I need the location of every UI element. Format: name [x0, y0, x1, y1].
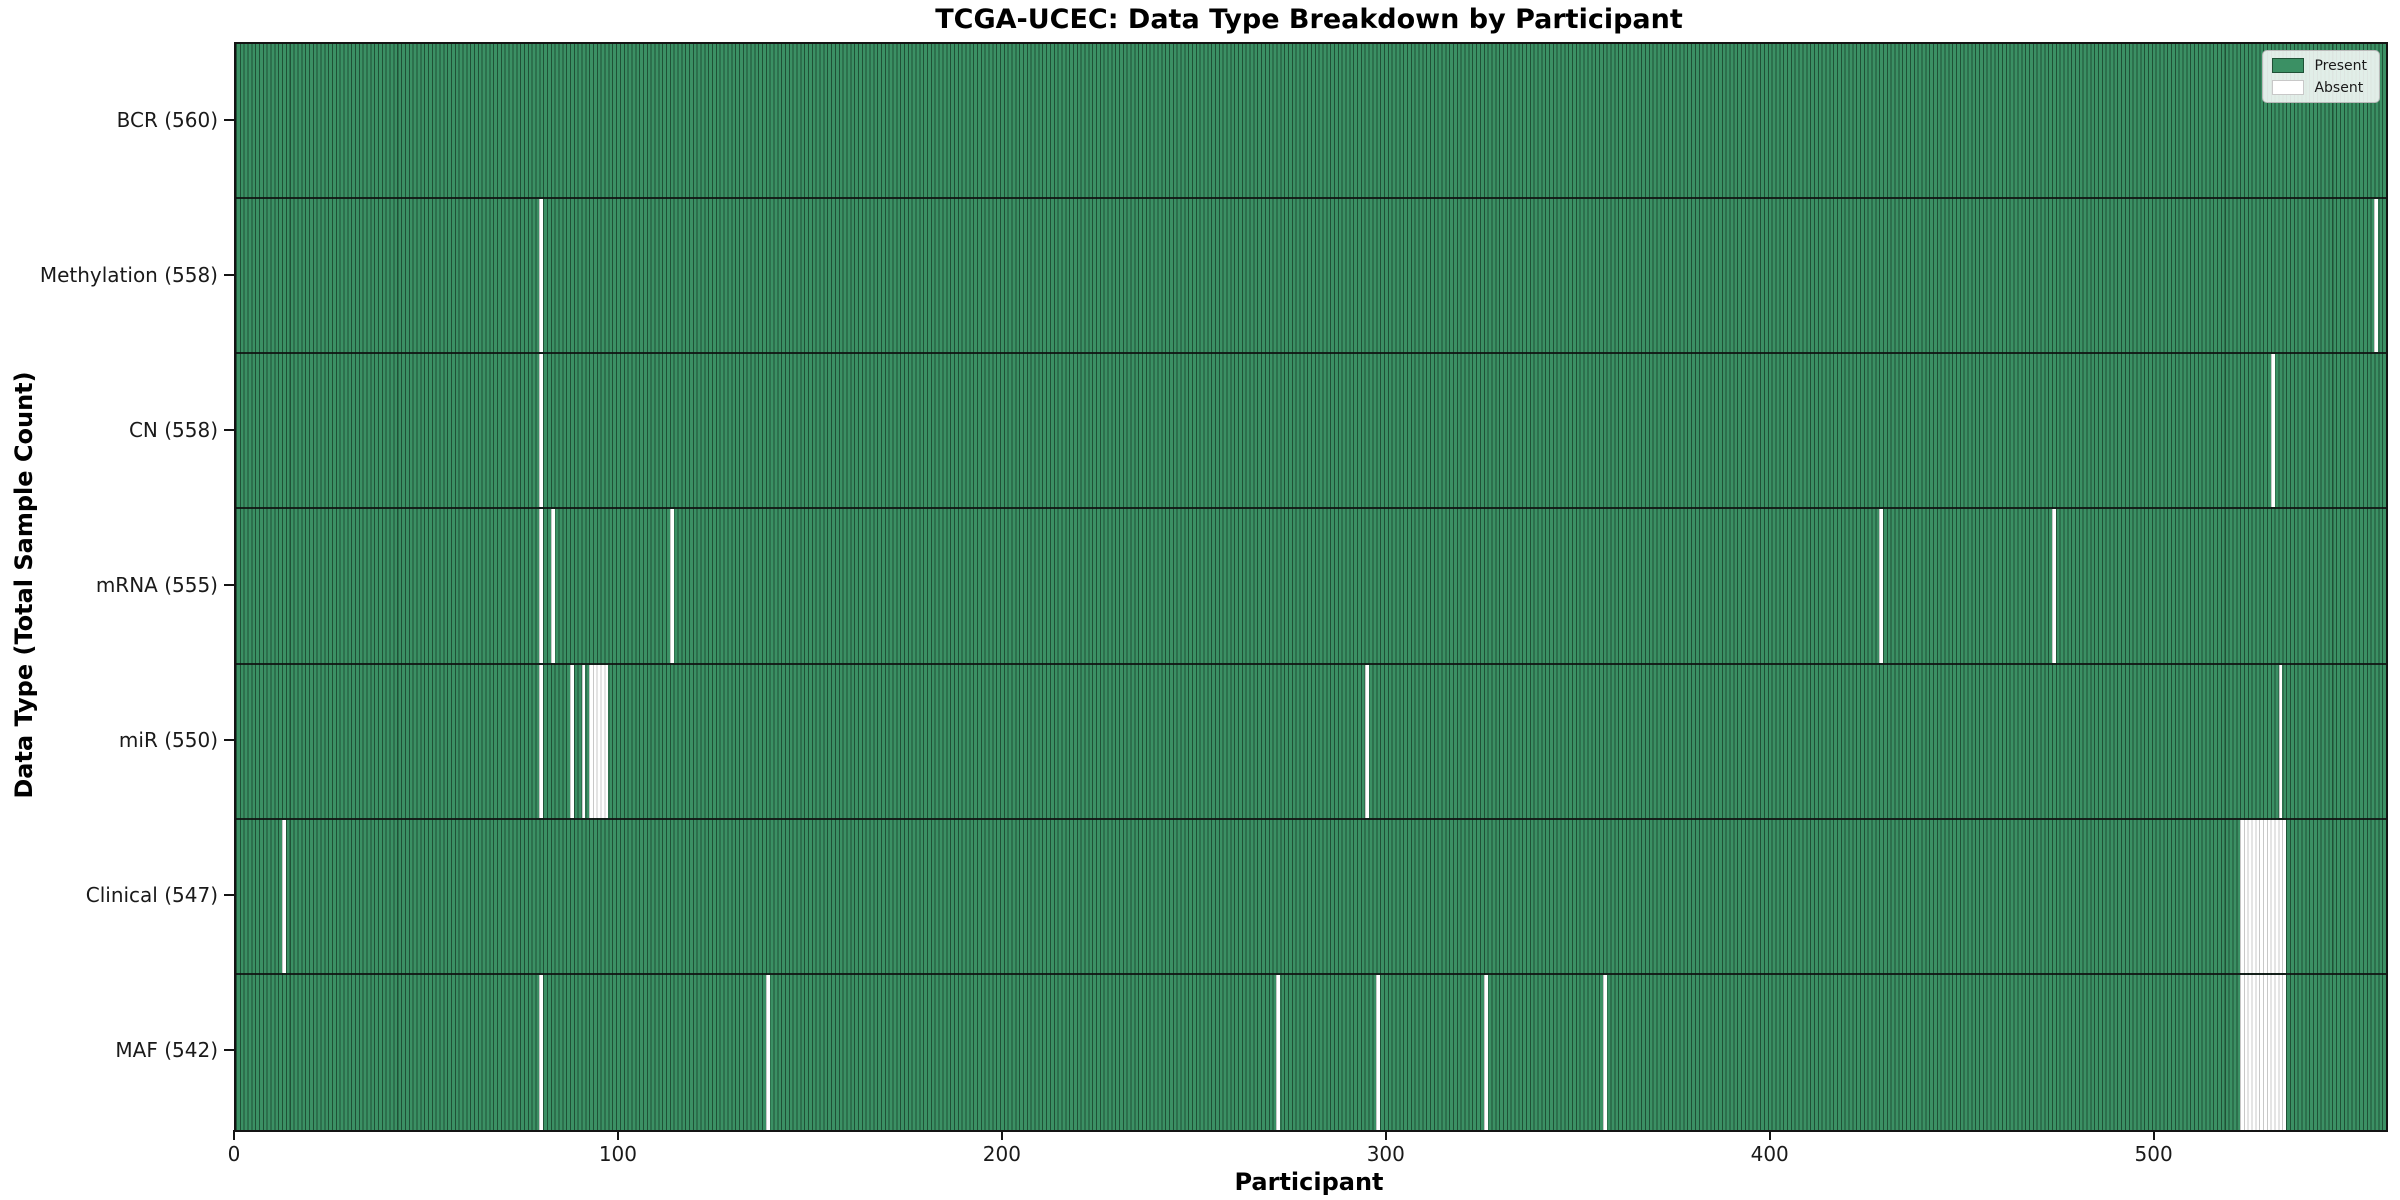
absent-marker — [2278, 664, 2283, 818]
legend-item-present: Present — [2272, 58, 2367, 73]
absent-marker — [539, 974, 544, 1130]
absent-swatch-icon — [2272, 80, 2305, 95]
absent-marker — [539, 354, 544, 508]
y-axis-title: Data Type (Total Sample Count) — [10, 371, 38, 799]
absent-marker — [550, 509, 555, 663]
legend-label-present: Present — [2314, 57, 2367, 74]
absent-marker — [2051, 509, 2056, 663]
y-tick — [224, 894, 234, 897]
absent-marker — [2240, 974, 2287, 1130]
y-tick-label: CN (558) — [128, 417, 218, 442]
y-tick-label: Clinical (547) — [85, 883, 218, 908]
absent-marker — [539, 199, 544, 353]
y-tick-label: miR (550) — [118, 728, 218, 753]
x-tick — [1768, 1130, 1771, 1140]
row-miR — [236, 664, 2386, 820]
absent-marker — [581, 664, 586, 818]
absent-marker — [669, 509, 674, 663]
absent-marker — [2240, 819, 2287, 973]
x-tick-label: 500 — [2134, 1142, 2173, 1166]
y-tick-label: mRNA (555) — [95, 573, 218, 597]
absent-marker — [1276, 974, 1281, 1130]
x-tick — [1000, 1130, 1003, 1140]
absent-marker — [539, 664, 544, 818]
absent-marker — [1376, 974, 1381, 1130]
legend: Present Absent — [2262, 50, 2380, 103]
absent-marker — [1364, 664, 1369, 818]
row-Methylation — [236, 199, 2386, 355]
y-tick-label: MAF (542) — [115, 1038, 218, 1063]
row-mRNA — [236, 509, 2386, 665]
y-tick-label: BCR (560) — [116, 107, 218, 132]
absent-marker — [765, 974, 770, 1130]
absent-marker — [2374, 199, 2379, 353]
y-tick — [224, 1049, 234, 1052]
legend-label-absent: Absent — [2314, 79, 2364, 96]
y-tick — [224, 118, 234, 121]
absent-marker — [1602, 974, 1607, 1130]
present-swatch-icon — [2272, 58, 2305, 73]
y-tick — [224, 273, 234, 276]
row-CN — [236, 354, 2386, 510]
plot-area: Present Absent — [234, 42, 2388, 1132]
x-tick-label: 0 — [227, 1142, 241, 1166]
absent-marker — [2270, 354, 2275, 508]
x-axis-title: Participant — [1234, 1168, 1384, 1196]
absent-marker — [539, 509, 544, 663]
absent-marker — [1483, 974, 1488, 1130]
absent-marker — [570, 664, 574, 818]
y-tick-label: Methylation (558) — [39, 262, 218, 287]
legend-item-absent: Absent — [2272, 80, 2367, 95]
x-tick — [1384, 1130, 1387, 1140]
row-MAF — [236, 974, 2386, 1130]
y-tick — [224, 739, 234, 742]
row-BCR — [236, 44, 2386, 200]
x-tick — [2152, 1130, 2155, 1140]
y-tick — [224, 584, 234, 586]
x-tick — [233, 1130, 235, 1140]
absent-marker — [1879, 509, 1884, 663]
x-tick-label: 300 — [1366, 1142, 1405, 1166]
x-tick-label: 200 — [982, 1142, 1021, 1166]
y-tick — [224, 428, 234, 431]
row-Clinical — [236, 819, 2386, 975]
absent-marker — [589, 664, 609, 818]
x-tick — [616, 1130, 619, 1140]
x-tick-label: 400 — [1750, 1142, 1789, 1166]
x-tick-label: 100 — [598, 1142, 638, 1166]
absent-marker — [282, 819, 286, 973]
chart-title: TCGA-UCEC: Data Type Breakdown by Partic… — [935, 4, 1683, 35]
